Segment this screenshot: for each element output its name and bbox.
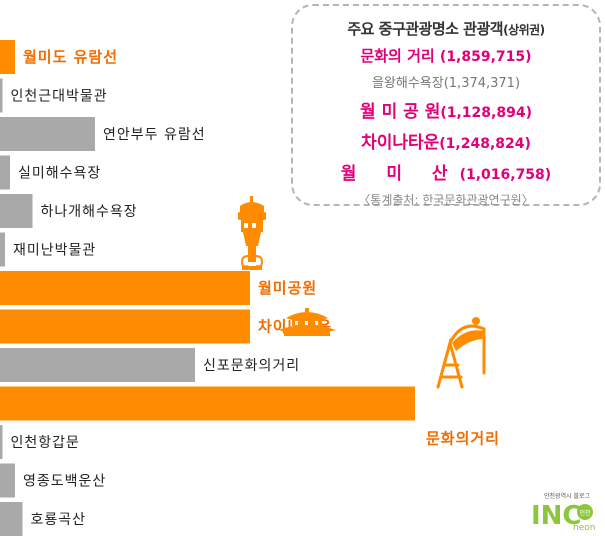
bar — [0, 502, 23, 536]
bar-label: 호룡곡산 — [31, 512, 87, 528]
bar-label: 인천항갑문 — [11, 435, 80, 451]
pagoda-gate-icon — [278, 308, 336, 336]
bar-label: 실미해수욕장 — [18, 166, 101, 182]
bar — [0, 117, 95, 151]
bar — [0, 309, 250, 344]
incheon-blog-logo: 인천광역시 블로그 INC 인천 heon — [529, 490, 599, 533]
legend-row: 문화의 거리 (1,859,715) — [360, 47, 532, 65]
harbor-crane-icon — [436, 317, 486, 389]
bar — [0, 271, 250, 305]
bar — [0, 386, 415, 421]
visitor-ranking-legend: 주요 중구관광명소 관광객(상위권) 문화의 거리 (1,859,715) 을왕… — [291, 4, 601, 207]
bar — [0, 155, 10, 190]
bar-label: 월미공원 — [258, 279, 317, 297]
bar — [0, 348, 195, 382]
legend-row: 월 미 산(1,016,758) — [340, 164, 552, 184]
bar — [0, 463, 15, 498]
bar-label: 신포문화의거리 — [203, 358, 300, 374]
bar-label: 인천근대박물관 — [11, 89, 108, 105]
bar-label: 하나개해수욕장 — [41, 204, 138, 220]
tower-illustration-icon — [238, 196, 266, 270]
bar — [0, 232, 5, 267]
bar-label: 월미도 유람선 — [23, 48, 118, 66]
bar — [0, 40, 15, 74]
legend-source: 〈통계출처: 한국문화관광연구원〉 — [358, 193, 534, 207]
legend-row: 차이나타운(1,248,824) — [361, 133, 531, 153]
svg-text:인천: 인천 — [579, 509, 590, 517]
legend-row: 을왕해수욕장(1,374,371) — [371, 76, 521, 91]
svg-text:heon: heon — [573, 523, 595, 532]
bar-label: 연안부두 유람선 — [103, 127, 206, 143]
bar-label: 영종도백운산 — [23, 474, 106, 490]
svg-text:INC: INC — [531, 501, 582, 531]
bar-label: 재미난박물관 — [13, 243, 96, 259]
bar — [0, 78, 3, 113]
bar — [0, 425, 3, 459]
svg-text:인천광역시 블로그: 인천광역시 블로그 — [544, 492, 591, 500]
legend-title: 주요 중구관광명소 관광객(상위권) — [347, 20, 545, 38]
legend-row: 월 미 공 원(1,128,894) — [360, 102, 532, 122]
bar — [0, 194, 33, 228]
bar-label: 문화의거리 — [426, 430, 500, 448]
